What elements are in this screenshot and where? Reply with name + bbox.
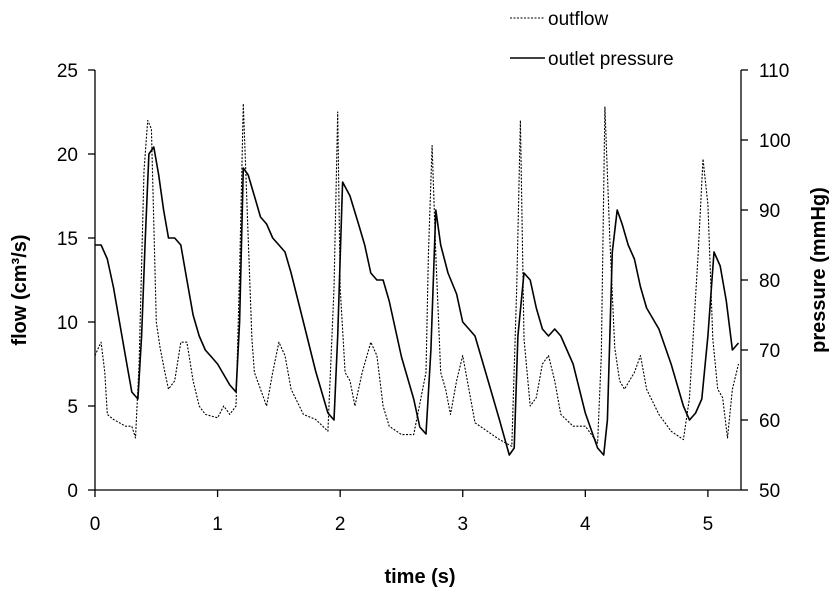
y2-tick-label: 90 xyxy=(759,201,780,222)
x-tick-label: 0 xyxy=(90,514,101,535)
y2-tick-label: 80 xyxy=(759,271,780,292)
x-tick-label: 3 xyxy=(457,514,468,535)
y-axis-title: flow (cm³/s) xyxy=(9,234,31,345)
legend: outflow outlet pressure xyxy=(510,9,674,70)
y-tick-label: 10 xyxy=(57,313,78,334)
series-line-outlet-pressure xyxy=(95,146,740,456)
x-tick-label: 2 xyxy=(335,514,346,535)
y2-tick-label: 110 xyxy=(759,61,789,82)
y-tick-label: 20 xyxy=(57,145,78,166)
y2-tick-label: 60 xyxy=(759,411,780,432)
series-line-outflow xyxy=(94,103,740,447)
series-group xyxy=(94,103,740,456)
y-tick-label: 15 xyxy=(57,229,78,250)
x-tick-label: 4 xyxy=(580,514,591,535)
legend-label: outlet pressure xyxy=(548,49,674,70)
x-tick-label: 1 xyxy=(212,514,223,535)
axes xyxy=(94,70,742,491)
y-tick-label: 5 xyxy=(67,397,78,418)
y2-tick-label: 100 xyxy=(759,131,791,152)
legend-label: outflow xyxy=(548,9,608,30)
x-axis-title: time (s) xyxy=(384,566,455,588)
y2-axis-title: pressure (mmHg) xyxy=(808,187,830,353)
y2-tick-label: 50 xyxy=(759,481,780,502)
y-tick-label: 0 xyxy=(67,481,78,502)
x-tick-label: 5 xyxy=(703,514,714,535)
y2-tick-label: 70 xyxy=(759,341,780,362)
y-tick-label: 25 xyxy=(57,61,78,82)
